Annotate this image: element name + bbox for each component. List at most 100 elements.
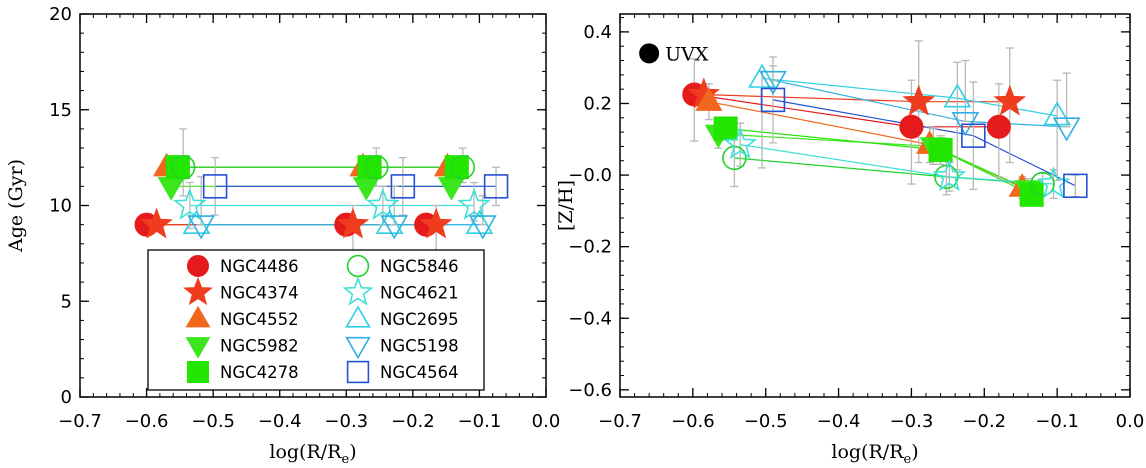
x-axis-title-close: ) bbox=[349, 441, 356, 463]
x-axis-title-close: ) bbox=[911, 441, 918, 463]
point-NGC5846-0 bbox=[170, 154, 196, 180]
series-line-NGC4621 bbox=[740, 144, 1054, 185]
chart-panel-right: −0.7 −0.6 −0.5 −0.4 −0.3 −0.2 −0.1 0.0 −0.6 −0.4 −… bbox=[555, 13, 1145, 467]
point-NGC4374-1 bbox=[902, 84, 936, 116]
y-tick-label: −0.4 bbox=[568, 308, 612, 329]
x-tick-label: 0.0 bbox=[532, 411, 561, 432]
point-NGC5982-1 bbox=[352, 177, 380, 201]
y-axis-title: [Z/H] bbox=[555, 180, 577, 231]
x-axis-title-subscript: e bbox=[341, 452, 349, 467]
y-tick-label: −0.6 bbox=[568, 380, 612, 401]
point-NGC5198-0 bbox=[187, 215, 216, 240]
legend-marker-NGC2695 bbox=[345, 305, 371, 328]
annotation-marker-uvx bbox=[639, 43, 660, 64]
annotation-label-uvx: UVX bbox=[665, 43, 709, 65]
x-tick-label: −0.1 bbox=[458, 411, 502, 432]
point-NGC4374-2 bbox=[993, 84, 1027, 116]
point-NGC5846-2 bbox=[1030, 171, 1055, 197]
point-NGC4278-1 bbox=[357, 155, 382, 180]
point-NGC2695-1 bbox=[375, 209, 404, 235]
point-NGC4564-1 bbox=[961, 123, 986, 148]
x-tick-label: −0.5 bbox=[191, 411, 235, 432]
legend-marker-NGC4486 bbox=[187, 255, 210, 278]
point-NGC2695-0 bbox=[748, 63, 776, 88]
legend-marker-NGC5198 bbox=[345, 336, 371, 360]
point-NGC4564-1 bbox=[390, 174, 416, 199]
point-NGC4621-0 bbox=[723, 126, 758, 159]
legend-label-NGC4486: NGC4486 bbox=[220, 257, 299, 276]
point-NGC5846-2 bbox=[450, 154, 476, 180]
x-tick-label: −0.2 bbox=[391, 411, 435, 432]
legend-marker-NGC4621 bbox=[342, 276, 374, 306]
chart-panel-left: −0.7 −0.6 −0.5 −0.4 −0.3 −0.2 −0.1 0.0 0 5 10 15 20 l… bbox=[5, 4, 560, 467]
legend-marker-NGC4278 bbox=[187, 361, 210, 384]
legend-label-NGC4621: NGC4621 bbox=[380, 284, 459, 303]
y-tick-label: 0.2 bbox=[583, 93, 612, 114]
point-NGC4278-1 bbox=[928, 137, 953, 163]
point-NGC4552-0 bbox=[695, 87, 723, 111]
x-tick-label: −0.1 bbox=[1035, 411, 1079, 432]
legend-label-NGC5846: NGC5846 bbox=[380, 257, 459, 276]
series-line-NGC4552 bbox=[708, 101, 1023, 189]
legend-label-NGC5198: NGC5198 bbox=[380, 337, 459, 356]
point-NGC4278-2 bbox=[444, 155, 469, 180]
point-NGC4621-1 bbox=[932, 159, 967, 192]
point-NGC4374-2 bbox=[419, 207, 453, 239]
legend: NGC4486 NGC4374 NGC4552 NGC5982 NGC4278 NGC58… bbox=[147, 249, 485, 391]
point-NGC4621-0 bbox=[173, 187, 207, 220]
x-axis-title: log(R/Re) bbox=[831, 441, 918, 467]
point-NGC4564-2 bbox=[1063, 173, 1088, 199]
legend-marker-NGC5982 bbox=[185, 337, 211, 359]
x-tick-label: −0.7 bbox=[58, 411, 102, 432]
x-tick-label: −0.6 bbox=[671, 411, 715, 432]
x-axis-title-main: log(R/R bbox=[831, 441, 904, 463]
x-axis-title: log(R/Re) bbox=[269, 441, 356, 467]
y-tick-label: 5 bbox=[61, 291, 72, 312]
point-NGC5198-2 bbox=[468, 215, 497, 240]
legend-label-NGC4374: NGC4374 bbox=[220, 284, 299, 303]
point-NGC4564-0 bbox=[202, 174, 228, 199]
x-tick-label: −0.4 bbox=[258, 411, 302, 432]
legend-label-NGC4278: NGC4278 bbox=[220, 363, 299, 382]
x-tick-label: −0.2 bbox=[962, 411, 1006, 432]
point-NGC4621-2 bbox=[457, 187, 491, 220]
legend-marker-NGC4552 bbox=[185, 305, 211, 328]
y-axis-title: Age (Gyr) bbox=[5, 159, 27, 253]
x-tick-label: −0.4 bbox=[817, 411, 861, 432]
point-NGC5198-2 bbox=[1052, 117, 1081, 142]
legend-marker-NGC4374 bbox=[183, 276, 213, 306]
y-tick-label: 0 bbox=[61, 387, 72, 408]
y-tick-label: 20 bbox=[49, 4, 72, 25]
x-tick-label: −0.6 bbox=[125, 411, 169, 432]
x-axis-title-subscript: e bbox=[903, 452, 911, 467]
y-tick-label: −0.0 bbox=[568, 165, 612, 186]
x-tick-label: −0.5 bbox=[744, 411, 788, 432]
point-NGC4564-2 bbox=[483, 174, 509, 199]
point-NGC4621-1 bbox=[366, 187, 400, 220]
plot-frame bbox=[619, 13, 1131, 398]
legend-label-NGC4564: NGC4564 bbox=[380, 363, 459, 382]
point-NGC4486-1 bbox=[899, 114, 924, 139]
point-NGC4374-0 bbox=[140, 207, 173, 239]
x-tick-label: −0.3 bbox=[324, 411, 368, 432]
x-axis-title-main: log(R/R bbox=[269, 441, 342, 463]
point-NGC5198-0 bbox=[759, 70, 787, 96]
y-tick-label: 10 bbox=[49, 196, 72, 217]
point-NGC4278-0 bbox=[165, 155, 190, 180]
x-tick-label: −0.3 bbox=[890, 411, 934, 432]
y-tick-label: 15 bbox=[49, 100, 72, 121]
point-NGC4278-0 bbox=[713, 116, 738, 141]
point-NGC4486-2 bbox=[986, 114, 1011, 139]
legend-marker-NGC4564 bbox=[346, 360, 370, 384]
y-tick-label: 0.4 bbox=[583, 22, 612, 43]
point-NGC5198-1 bbox=[380, 215, 409, 240]
x-tick-label: 0.0 bbox=[1116, 411, 1145, 432]
point-NGC4374-1 bbox=[336, 207, 370, 239]
point-NGC5846-1 bbox=[364, 154, 389, 180]
legend-label-NGC2695: NGC2695 bbox=[380, 310, 459, 329]
legend-label-NGC4552: NGC4552 bbox=[220, 310, 299, 329]
series-line-NGC5982 bbox=[718, 133, 1029, 190]
point-NGC4564-0 bbox=[760, 87, 786, 113]
legend-label-NGC5982: NGC5982 bbox=[220, 337, 299, 356]
